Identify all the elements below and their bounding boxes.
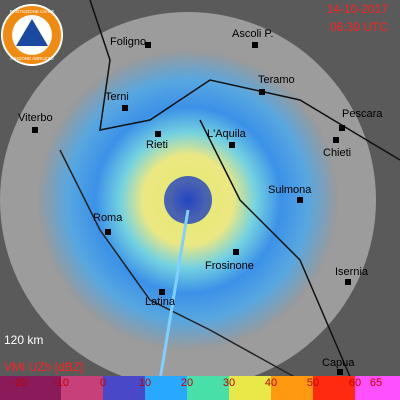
legend-swatch [103,376,145,400]
legend-tick-label: 30 [223,377,235,389]
city-marker [159,289,165,295]
logo-text: REGIONE ABRUZZO [10,56,54,61]
legend-tick-label: 10 [139,377,151,389]
beam-artifact [158,209,190,381]
city-marker [155,131,161,137]
city-marker [233,249,239,255]
legend-tick-label: -10 [53,377,69,389]
city-label: Chieti [323,147,351,159]
city-label: Latina [145,296,176,308]
coast [59,149,301,381]
city-label: Ascoli P. [232,28,273,40]
logo: PROTEZIONE CIVILE REGIONE ABRUZZO [1,4,63,66]
city-label: Teramo [258,74,295,86]
city-marker [122,105,128,111]
city-marker [32,127,38,133]
logo-text: PROTEZIONE CIVILE [10,9,55,14]
legend-swatch [145,376,187,400]
legend-swatch [229,376,271,400]
city-label: Sulmona [268,184,312,196]
city-label: Roma [93,212,123,224]
city-marker [345,279,351,285]
legend-swatch [313,376,355,400]
city-marker [145,42,151,48]
city-label: Pescara [342,108,383,120]
city-marker [339,125,345,131]
border [199,119,361,400]
date: 14-10-2017 [327,2,389,16]
city-marker [337,369,343,375]
legend-swatch [355,376,400,400]
echo-core [164,176,212,224]
city-label: Viterbo [18,112,53,124]
legend-tick-label: 20 [181,377,193,389]
city-marker [297,197,303,203]
city-label: Foligno [110,36,146,48]
legend-tick-label: 40 [265,377,277,389]
city-marker [105,229,111,235]
time: 06:30 UTC [330,20,388,34]
city-marker [252,42,258,48]
city-marker [259,89,265,95]
legend-swatch [187,376,229,400]
city-label: Rieti [146,139,168,151]
legend-tick-label: 50 [307,377,319,389]
legend-tick-label: -20 [11,377,27,389]
range-label: 120 km [4,333,43,347]
city-marker [229,142,235,148]
legend-tick-label: 60 [349,377,361,389]
legend-tick-label: 65 [370,377,382,389]
city-marker [333,137,339,143]
city-label: Isernia [335,266,369,278]
legend-tick-label: 0 [100,377,106,389]
city-label: L'Aquila [207,128,247,140]
logo-triangle [16,19,48,46]
legend-title: VMI UZh [dBZ] [4,360,83,374]
city-label: Capua [322,357,355,369]
legend-swatch [61,376,103,400]
city-label: Terni [105,91,129,103]
city-label: Frosinone [205,260,254,272]
legend-swatch [271,376,313,400]
legend-swatch [0,376,61,400]
